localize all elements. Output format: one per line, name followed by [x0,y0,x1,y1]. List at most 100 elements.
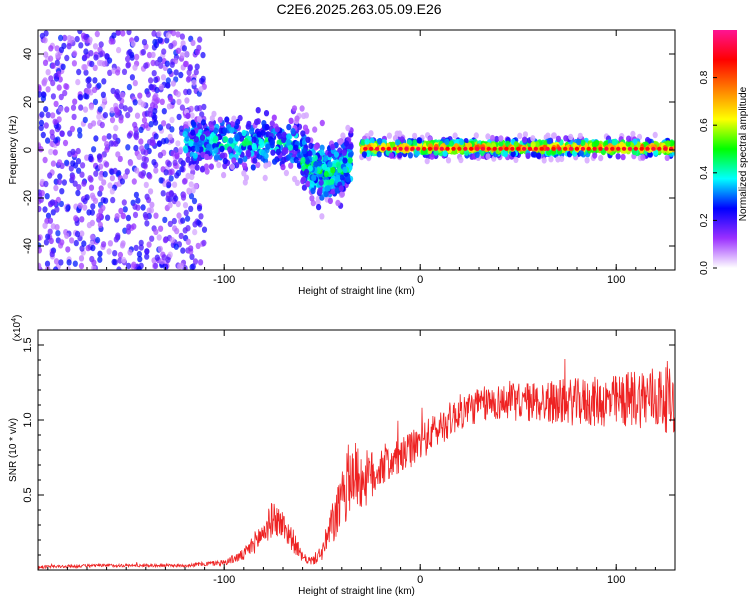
heatmap-cell [82,54,88,61]
heatmap-cell [64,54,70,62]
heatmap-cell [40,131,46,139]
heatmap-cell [138,244,144,251]
heatmap-cell [97,106,103,113]
heatmap-cell [38,247,42,254]
heatmap-cell [66,35,72,42]
heatmap-cell [120,30,126,37]
heatmap-cell [112,250,118,257]
heatmap-cell [130,40,136,47]
heatmap-cell [229,127,235,134]
heatmap-cell [255,107,261,114]
heatmap-cell [83,48,89,55]
heatmap-cell [192,228,198,236]
heatmap-cell [83,69,89,76]
heatmap-cell [201,226,208,233]
heatmap-cell [175,140,181,147]
heatmap-cell [188,245,194,252]
heatmap-cell [196,205,203,212]
heatmap-cell [287,144,293,151]
heatmap-cell [145,91,151,98]
heatmap-cell [91,259,97,266]
heatmap-cell [178,71,184,79]
heatmap-cell [38,124,44,131]
heatmap-cell [72,180,78,187]
heatmap-cell [66,259,72,266]
heatmap-cell [74,230,81,238]
heatmap-cell [209,115,215,122]
heatmap-cell [48,148,54,156]
heatmap-cell [100,91,106,99]
heatmap-cell [191,79,197,86]
chart-title: C2E6.2025.263.05.09.E26 [276,1,442,17]
heatmap-cell [100,204,106,212]
heatmap-cell [44,193,50,200]
heatmap-cell [166,160,172,168]
heatmap-cell [93,135,99,142]
heatmap-cell [154,254,160,261]
heatmap-cell [213,154,220,161]
heatmap-cell [126,83,132,91]
heatmap-cell [203,153,210,161]
heatmap-cell [186,88,192,96]
heatmap-cell [64,159,70,166]
heatmap-cell [185,225,191,232]
heatmap-cell [198,86,204,93]
heatmap-cell [81,63,87,71]
heatmap-cell [190,145,196,153]
heatmap-cell [88,50,94,57]
heatmap-cell [56,84,62,91]
heatmap-cell [89,234,95,241]
plot-frame [37,329,676,571]
heatmap-cell [197,36,203,43]
heatmap-cell [42,59,49,66]
heatmap-cell [113,236,119,243]
heatmap-cell [208,163,214,170]
heatmap-cell [161,108,167,115]
heatmap-cell [286,133,292,140]
heatmap-cell [171,217,177,225]
heatmap-cell [176,98,182,106]
heatmap-cell [292,175,298,183]
heatmap-cell [140,101,146,108]
heatmap-cell [53,100,59,108]
heatmap-cell [101,135,107,142]
heatmap-cell [274,126,280,133]
heatmap-cell [164,60,170,67]
heatmap-cell [77,127,83,134]
heatmap-cell [141,39,148,46]
heatmap-cell [219,145,225,153]
heatmap-cell [167,251,173,258]
heatmap-cell [49,140,55,147]
heatmap-cell [194,48,201,56]
heatmap-cell [43,239,50,246]
x-tick-label: 0 [417,574,423,586]
y-axis-label: SNR (10 * v/v) [8,418,19,482]
heatmap-cell [191,121,197,128]
heatmap-cell [198,77,205,85]
heatmap-cell [147,173,153,180]
heatmap-cell [114,213,120,220]
heatmap-cell [39,111,45,118]
heatmap-cell [82,116,88,124]
heatmap-cell [222,136,229,143]
heatmap-cell [184,97,190,104]
heatmap-cell [150,59,156,67]
heatmap-cell [62,34,68,42]
heatmap-cell [219,152,225,159]
heatmap-cell [201,239,207,247]
heatmap-cell [125,144,131,151]
heatmap-cell [262,174,268,182]
heatmap-cell [53,258,60,265]
heatmap-cell [156,140,163,147]
heatmap-cell [48,45,54,52]
heatmap-cell [153,262,159,270]
heatmap-cell [79,216,85,223]
heatmap-cell [250,164,256,171]
heatmap-cell [125,62,131,69]
heatmap-cell [101,179,107,186]
heatmap-cell [173,69,179,76]
heatmap-cell [140,204,146,211]
heatmap-cell [81,180,87,187]
heatmap-cell [109,107,115,114]
heatmap-cell [110,87,116,95]
